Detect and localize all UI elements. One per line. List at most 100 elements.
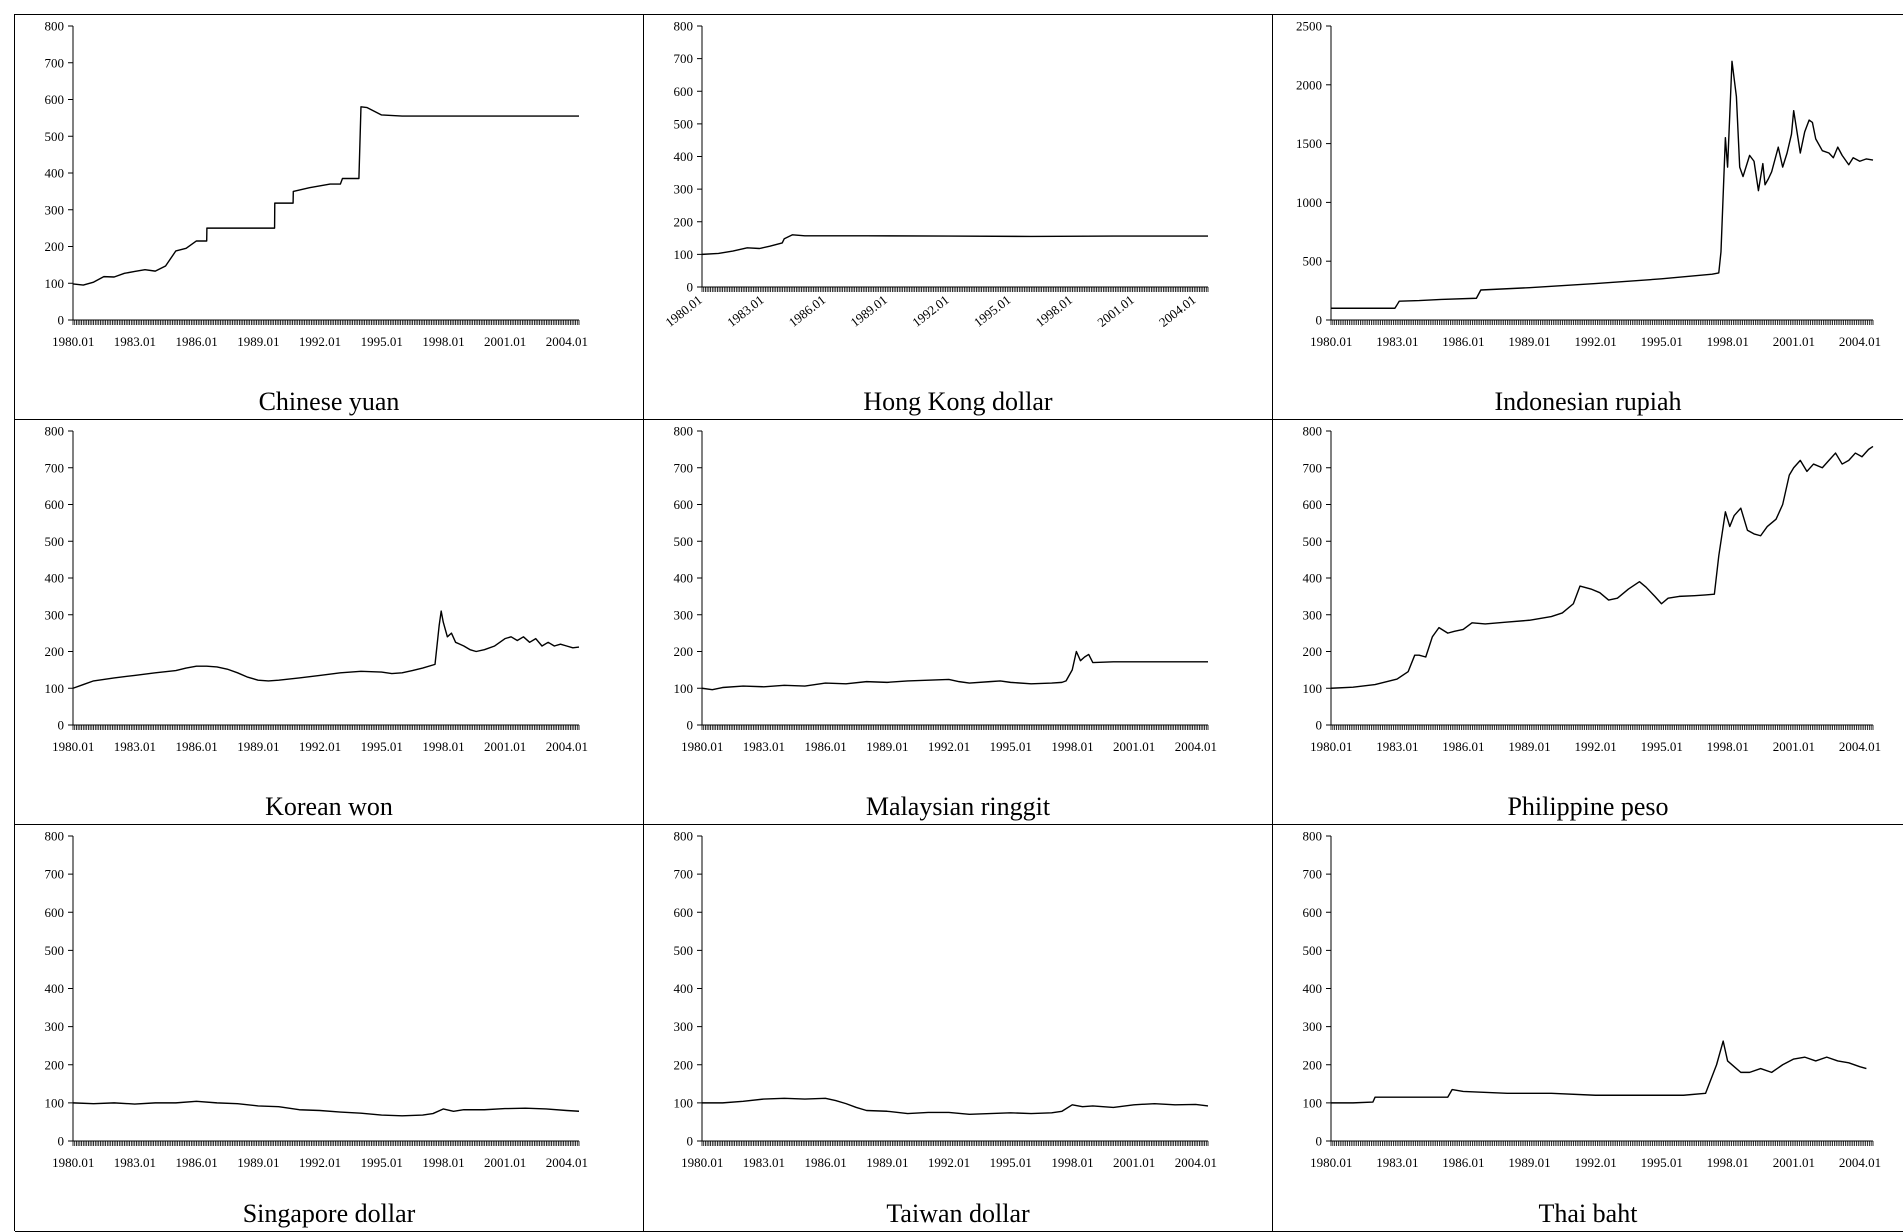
y-tick-label: 0 [1316,313,1323,328]
y-tick-label: 800 [674,19,694,34]
y-tick-label: 800 [674,829,694,844]
y-tick-label: 0 [687,1134,694,1149]
y-tick-label: 500 [674,534,694,549]
y-tick-label: 500 [674,943,694,958]
y-tick-label: 400 [1303,981,1323,996]
x-tick-label: 1992.01 [299,739,341,754]
series-line [702,1097,1209,1116]
x-tick-label: 2001.01 [484,739,526,754]
series-line [1331,1040,1867,1104]
x-tick-label: 1992.01 [299,1155,341,1170]
y-tick-label: 100 [1303,1095,1323,1110]
x-tick-label: 2004.01 [1175,739,1217,754]
y-tick-label: 700 [1303,460,1323,475]
x-tick-marks [72,725,580,730]
x-tick-label: 1980.01 [1310,1155,1352,1170]
y-tick-label: 700 [1303,867,1323,882]
y-tick-label: 500 [1303,534,1323,549]
y-tick-label: 700 [45,55,65,70]
y-tick-label: 300 [674,607,694,622]
chart-indonesian-rupiah: 0 500 1000 1500 2000 2500 1980.01 1983.01 1986.0… [1296,19,1881,350]
series-line [1331,60,1874,309]
x-tick-label: 1986.01 [175,334,217,349]
y-tick-label: 1000 [1296,195,1322,210]
x-tick-label: 1980.01 [1310,739,1352,754]
chart-thai-baht: 0 100 200 300 400 500 600 700 800 1980.01 1983.01 1… [1303,829,1882,1171]
series-line [701,234,1208,256]
x-tick-label: 1980.01 [52,739,94,754]
panel-thai-baht: 0 100 200 300 400 500 600 700 800 1980.01 1983.01 1… [1273,825,1903,1232]
x-tick-marks [72,1141,580,1146]
y-tick-label: 700 [674,51,694,66]
x-tick-label: 2004.01 [1839,739,1881,754]
x-tick-label: 2001.01 [1773,334,1815,349]
x-tick-label: 1980.01 [52,334,94,349]
chart-malaysian-ringgit: 0 100 200 300 400 500 600 700 800 1980.01 1983.01 1… [674,424,1217,755]
x-tick-label: 2001.01 [1773,739,1815,754]
y-tick-label: 0 [687,280,694,295]
panel-caption: Philippine peso [1507,792,1669,821]
x-tick-label: 1995.01 [990,1155,1032,1170]
x-tick-label: 2004.01 [546,739,588,754]
chart-philippine-peso: 0 100 200 300 400 500 600 700 800 1980.01 1983.01 1… [1303,424,1882,755]
x-tick-label: 1989.01 [847,292,890,330]
panel-hong-kong-dollar: 0 100 200 300 400 500 600 700 800 1980.01 1983.01 1… [644,15,1273,420]
panel-caption: Thai baht [1538,1199,1638,1228]
x-tick-label: 1989.01 [866,739,908,754]
x-tick-label: 2004.01 [546,1155,588,1170]
x-tick-label: 1983.01 [1376,334,1418,349]
y-tick-label: 300 [1303,607,1323,622]
y-tick-label: 400 [1303,571,1323,586]
x-tick-label: 1980.01 [1310,334,1352,349]
panel-caption: Chinese yuan [258,387,400,416]
x-tick-label: 1986.01 [1442,334,1484,349]
x-tick-label: 1998.01 [422,739,464,754]
x-tick-label: 1995.01 [1641,739,1683,754]
x-tick-label: 1992.01 [299,334,341,349]
x-tick-label: 1995.01 [1641,334,1683,349]
x-minor-ticks [701,725,1209,730]
y-tick-label: 600 [674,905,694,920]
chart-singapore-dollar: 0 100 200 300 400 500 600 700 800 1980.01 1983.01 1… [45,829,588,1171]
x-minor-ticks [701,287,1209,292]
x-tick-label: 1998.01 [1051,1155,1093,1170]
y-tick-label: 500 [45,129,65,144]
y-tick-label: 400 [674,981,694,996]
panel-korean-won: 0 100 200 300 400 500 600 700 800 1980.01 1983.01 1… [15,420,644,825]
x-minor-ticks [1330,1141,1874,1146]
y-tick-label: 200 [45,239,65,254]
y-tick-label: 200 [1303,644,1323,659]
chart-korean-won: 0 100 200 300 400 500 600 700 800 1980.01 1983.01 1… [45,424,588,755]
x-tick-label: 1998.01 [1707,1155,1749,1170]
x-tick-label: 1995.01 [361,739,403,754]
x-minor-ticks [1330,320,1874,325]
y-tick-label: 100 [45,276,65,291]
y-tick-label: 500 [45,943,65,958]
y-tick-label: 300 [1303,1019,1323,1034]
x-tick-marks [701,287,1209,292]
y-tick-label: 500 [45,534,65,549]
x-tick-marks [701,725,1209,730]
y-tick-label: 300 [674,182,694,197]
x-tick-label: 1995.01 [1641,1155,1683,1170]
x-tick-marks [72,320,580,325]
x-minor-ticks [72,725,580,730]
x-tick-label: 2001.01 [1113,1155,1155,1170]
panel-philippine-peso: 0 100 200 300 400 500 600 700 800 1980.01 1983.01 1… [1273,420,1903,825]
y-tick-label: 800 [45,424,65,439]
x-tick-label: 1995.01 [971,292,1014,330]
y-tick-label: 800 [45,19,65,34]
y-tick-label: 600 [45,497,65,512]
y-tick-label: 200 [45,644,65,659]
y-tick-label: 800 [1303,829,1323,844]
y-tick-label: 100 [674,681,694,696]
x-tick-label: 1989.01 [1508,739,1550,754]
y-tick-label: 200 [674,1057,694,1072]
chart-taiwan-dollar: 0 100 200 300 400 500 600 700 800 1980.01 1983.01 1… [674,829,1217,1171]
x-minor-ticks [72,1141,580,1146]
x-tick-label: 1992.01 [909,292,952,330]
panel-caption: Malaysian ringgit [865,792,1051,821]
x-tick-label: 1980.01 [681,1155,723,1170]
x-tick-marks [1330,1141,1874,1146]
series-line [701,650,1208,691]
